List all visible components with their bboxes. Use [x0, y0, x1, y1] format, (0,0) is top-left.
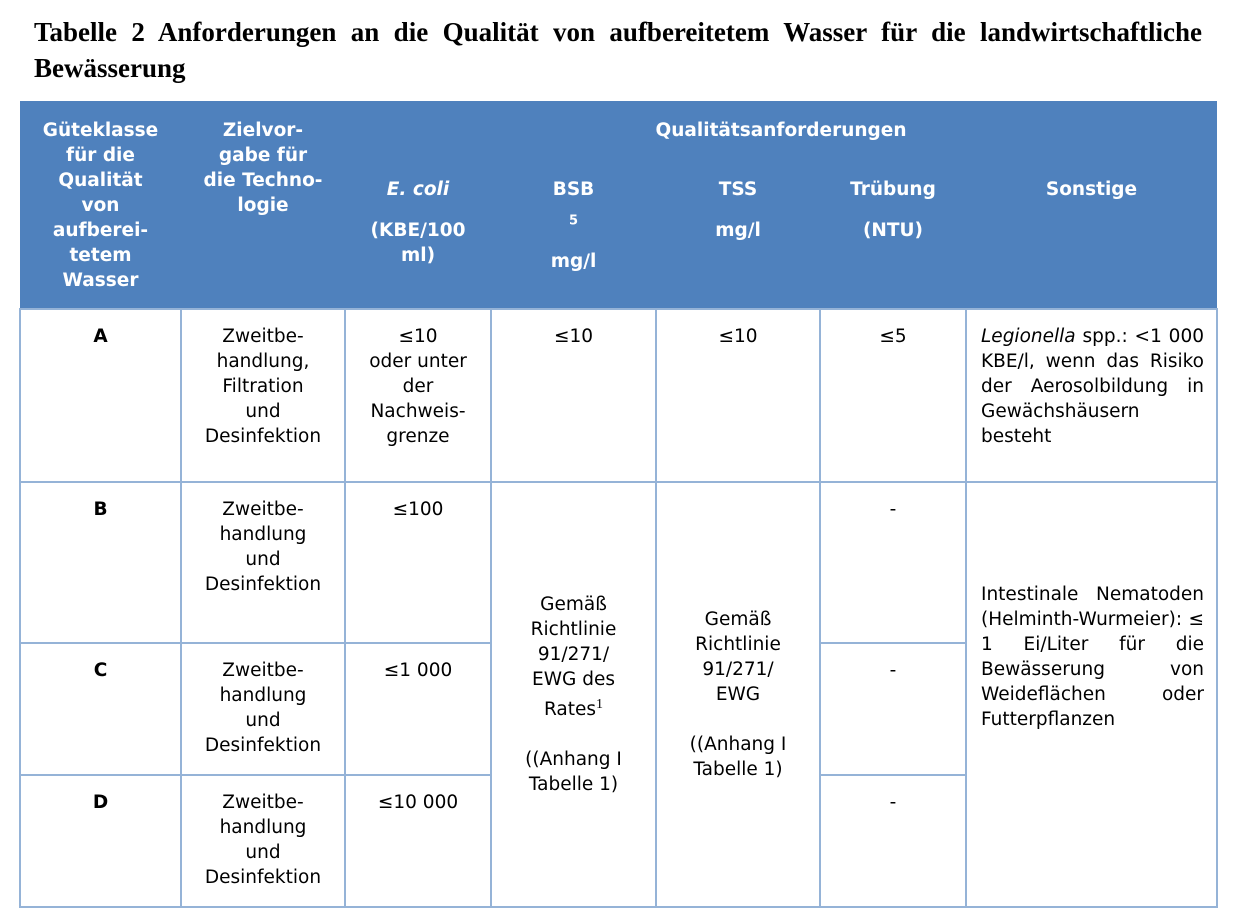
cell-class: C: [19, 642, 182, 776]
truebung-unit: (NTU): [862, 219, 924, 241]
cell-truebung: -: [819, 774, 967, 908]
bsb-unit: mg/l: [550, 251, 597, 273]
table-row: B Zweitbe- handlung und Desinfektion ≤10…: [19, 481, 1218, 908]
cell-tech: Zweitbe- handlung und Desinfektion: [180, 774, 346, 908]
sonstige-label: Sonstige: [1045, 178, 1138, 200]
table-row: D Zweitbe- handlung und Desinfektion ≤10…: [19, 774, 1217, 908]
header-qualitaetsanforderungen: Qualitätsanforderungen: [345, 101, 1217, 163]
bsb-merged-ref: ((Anhang I Tabelle 1): [525, 749, 622, 796]
bsb-merged-text: Gemäß Richtlinie 91/271/ EWG des Rates: [530, 593, 617, 721]
header-zielvorgabe: Zielvor- gabe für die Techno- logie: [181, 101, 345, 309]
ecoli-label: E. coli: [386, 178, 450, 200]
cell-bsb-merged: Gemäß Richtlinie 91/271/ EWG des Rates1 …: [490, 481, 657, 908]
cell-sonstige: Legionella spp.: <1 000 KBE/l, wenn das …: [965, 308, 1218, 483]
tss-unit: mg/l: [715, 219, 761, 241]
cell-tech: Zweitbe- handlung und Desinfektion: [180, 481, 346, 644]
bsb-subscript: 5: [568, 213, 579, 229]
header-truebung: Trübung (NTU): [820, 162, 966, 309]
cell-ecoli: ≤10 000: [344, 774, 492, 908]
cell-class: D: [19, 774, 182, 908]
cell-tech: Zweitbe- handlung, Filtration und Desinf…: [180, 308, 346, 483]
footnote-ref: 1: [596, 696, 604, 712]
cell-ecoli: ≤1 000: [344, 642, 492, 776]
cell-truebung: -: [819, 481, 967, 644]
truebung-label: Trübung: [850, 178, 936, 200]
quality-table: Güteklasse für die Qualität von aufberei…: [19, 101, 1218, 908]
cell-class: B: [19, 481, 182, 644]
cell-ecoli: ≤100: [344, 481, 492, 644]
tss-label: TSS: [718, 178, 758, 200]
sonstige-text: spp.: <1 000 KBE/l, wenn das Risiko der …: [981, 326, 1204, 447]
cell-tss: ≤10: [655, 308, 821, 483]
cell-tss-merged: Gemäß Richtlinie 91/271/ EWG ((Anhang I …: [655, 481, 821, 908]
table-title: Tabelle 2 Anforderungen an die Qualität …: [34, 17, 1202, 83]
cell-ecoli: ≤10 oder unter der Nachweis- grenze: [344, 308, 492, 483]
cell-sonstige-merged: Intestinale Nematoden (Helminth-Wurmeier…: [965, 481, 1218, 908]
header-ecoli: E. coli (KBE/100 ml): [345, 162, 491, 309]
bsb-label: BSB: [552, 178, 595, 200]
cell-class: A: [19, 308, 182, 483]
header-bsb: BSB 5 mg/l: [491, 162, 656, 309]
ecoli-unit: (KBE/100 ml): [370, 219, 466, 266]
legionella-text: Legionella: [981, 326, 1076, 347]
table-row: C Zweitbe- handlung und Desinfektion ≤1 …: [19, 642, 1217, 776]
header-tss: TSS mg/l: [656, 162, 820, 309]
cell-tech: Zweitbe- handlung und Desinfektion: [180, 642, 346, 776]
cell-truebung: -: [819, 642, 967, 776]
header-gueteklasse: Güteklasse für die Qualität von aufberei…: [20, 101, 181, 309]
table-row: A Zweitbe- handlung, Filtration und Desi…: [19, 308, 1218, 483]
cell-truebung: ≤5: [819, 308, 967, 483]
cell-bsb: ≤10: [490, 308, 657, 483]
header-sonstige: Sonstige: [966, 162, 1217, 309]
